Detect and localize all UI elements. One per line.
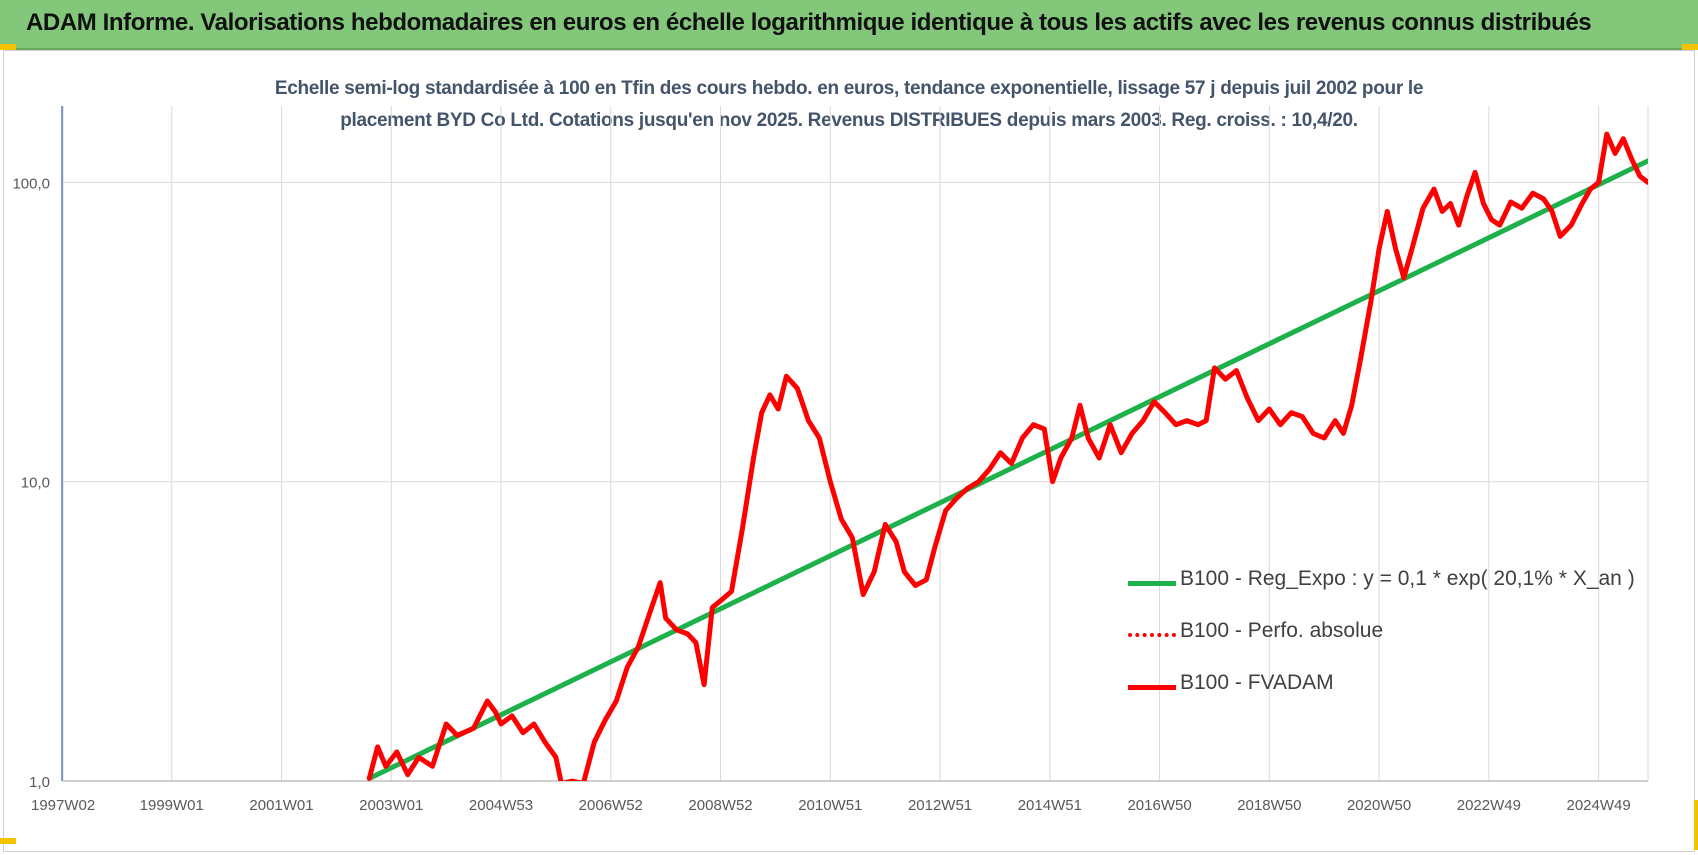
x-tick-label: 2006W52 <box>579 797 643 814</box>
chart-title-line-2: placement BYD Co Ltd. Cotations jusqu'en… <box>340 110 1358 131</box>
series-line-0 <box>366 158 1648 781</box>
legend-label-regression: B100 - Reg_Expo : y = 0,1 * exp( 20,1% *… <box>1180 567 1635 590</box>
x-tick-label: 2020W50 <box>1347 797 1411 814</box>
x-tick-label: 1997W02 <box>31 797 95 814</box>
y-tick-label: 1,0 <box>29 774 50 791</box>
chart-title-line-1: Echelle semi-log standardisée à 100 en T… <box>274 78 1424 99</box>
x-tick-label: 2001W01 <box>249 797 313 814</box>
x-tick-label: 1999W01 <box>140 797 204 814</box>
x-tick-label: 2008W52 <box>688 797 752 814</box>
x-tick-label: 2010W51 <box>798 797 862 814</box>
x-tick-label: 2004W53 <box>469 797 533 814</box>
x-tick-label: 2014W51 <box>1018 797 1082 814</box>
x-tick-label: 2016W50 <box>1127 797 1191 814</box>
legend-swatch-regression <box>1128 581 1176 586</box>
series-line-2 <box>366 131 1648 781</box>
page-title: ADAM Informe. Valorisations hebdomadaire… <box>26 9 1592 36</box>
y-tick-label: 100,0 <box>12 175 50 192</box>
legend-label-perfo-absolue: B100 - Perfo. absolue <box>1180 619 1384 642</box>
x-tick-label: 2022W49 <box>1457 797 1521 814</box>
frame-corner-marker <box>1682 44 1698 50</box>
chart-frame <box>3 50 1695 852</box>
header-banner: ADAM Informe. Valorisations hebdomadaire… <box>0 0 1698 50</box>
x-tick-label: 2024W49 <box>1566 797 1630 814</box>
x-tick-label: 2003W01 <box>359 797 423 814</box>
legend-swatch-fvadam <box>1128 685 1176 690</box>
frame-corner-marker <box>1694 800 1698 850</box>
legend-label-fvadam: B100 - FVADAM <box>1180 671 1334 694</box>
y-tick-label: 10,0 <box>21 475 50 492</box>
frame-corner-marker <box>0 44 16 50</box>
x-tick-label: 2012W51 <box>908 797 972 814</box>
frame-corner-marker <box>0 838 16 844</box>
legend-swatch-perfo-absolue <box>1128 633 1176 637</box>
x-tick-label: 2018W50 <box>1237 797 1301 814</box>
